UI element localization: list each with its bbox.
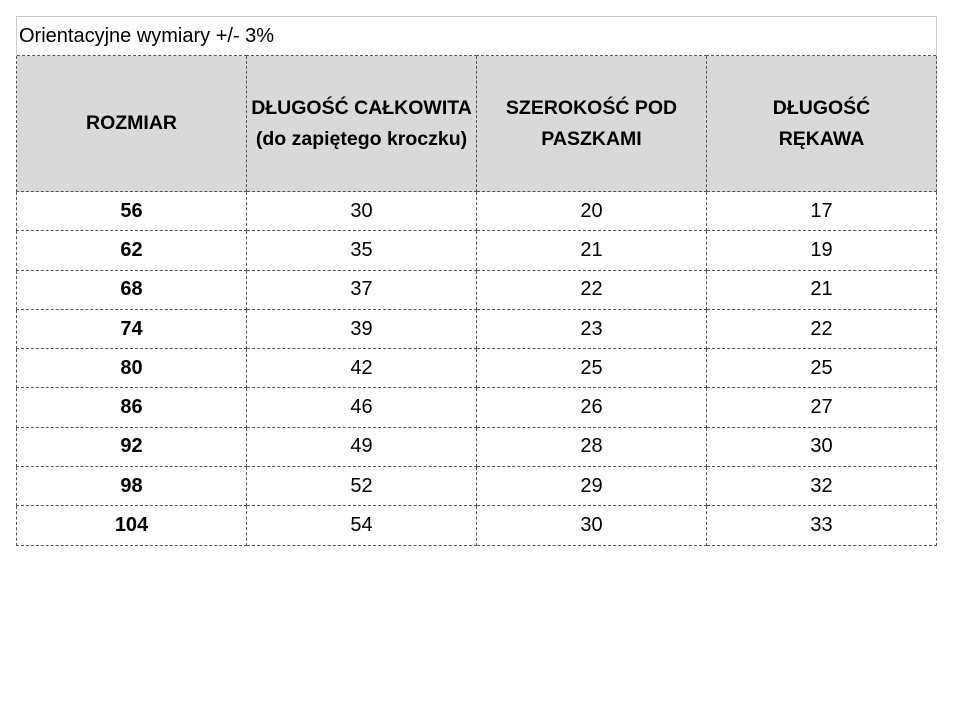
header-chest-width: SZEROKOŚĆ POD PASZKAMI (476, 55, 707, 192)
table-title: Orientacyjne wymiary +/- 3% (15, 16, 938, 56)
header-size: ROZMIAR (16, 55, 247, 192)
table-row: 98 52 29 32 (16, 466, 938, 507)
size-cell: 92 (16, 426, 247, 468)
value-cell: 19 (705, 230, 938, 271)
value-cell: 28 (476, 426, 707, 468)
value-cell: 29 (476, 466, 707, 507)
size-cell: 86 (16, 387, 247, 428)
value-cell: 52 (246, 466, 477, 507)
value-cell: 21 (705, 269, 938, 310)
value-cell: 27 (705, 387, 938, 428)
value-cell: 30 (705, 426, 938, 468)
size-cell: 98 (16, 466, 247, 507)
value-cell: 20 (476, 190, 707, 232)
table-row: 56 30 20 17 (16, 190, 938, 232)
table-row: 92 49 28 30 (16, 426, 938, 468)
table-row: 68 37 22 21 (16, 269, 938, 310)
value-cell: 37 (246, 269, 477, 310)
value-cell: 32 (705, 466, 938, 507)
value-cell: 49 (246, 426, 477, 468)
size-cell: 74 (16, 308, 247, 350)
value-cell: 54 (246, 505, 477, 546)
table-row: 86 46 26 27 (16, 387, 938, 428)
table-row: 104 54 30 33 (16, 505, 938, 546)
value-cell: 30 (246, 190, 477, 232)
value-cell: 39 (246, 308, 477, 350)
table-row: 74 39 23 22 (16, 308, 938, 350)
value-cell: 21 (476, 230, 707, 271)
value-cell: 46 (246, 387, 477, 428)
size-cell: 56 (16, 190, 247, 232)
value-cell: 22 (476, 269, 707, 310)
value-cell: 17 (705, 190, 938, 232)
header-total-length: DŁUGOŚĆ CAŁKOWITA (do zapiętego kroczku) (246, 55, 477, 192)
header-row: ROZMIAR DŁUGOŚĆ CAŁKOWITA (do zapiętego … (16, 55, 938, 192)
size-table: Orientacyjne wymiary +/- 3% ROZMIAR DŁUG… (15, 16, 938, 546)
value-cell: 22 (705, 308, 938, 350)
value-cell: 26 (476, 387, 707, 428)
size-cell: 80 (16, 348, 247, 389)
header-sleeve-length: DŁUGOŚĆ RĘKAWA (705, 55, 938, 192)
value-cell: 25 (705, 348, 938, 389)
value-cell: 25 (476, 348, 707, 389)
size-cell: 62 (16, 230, 247, 271)
size-cell: 104 (16, 505, 247, 546)
value-cell: 35 (246, 230, 477, 271)
size-cell: 68 (16, 269, 247, 310)
table-row: 62 35 21 19 (16, 230, 938, 271)
value-cell: 30 (476, 505, 707, 546)
table-row: 80 42 25 25 (16, 348, 938, 389)
value-cell: 42 (246, 348, 477, 389)
value-cell: 33 (705, 505, 938, 546)
value-cell: 23 (476, 308, 707, 350)
